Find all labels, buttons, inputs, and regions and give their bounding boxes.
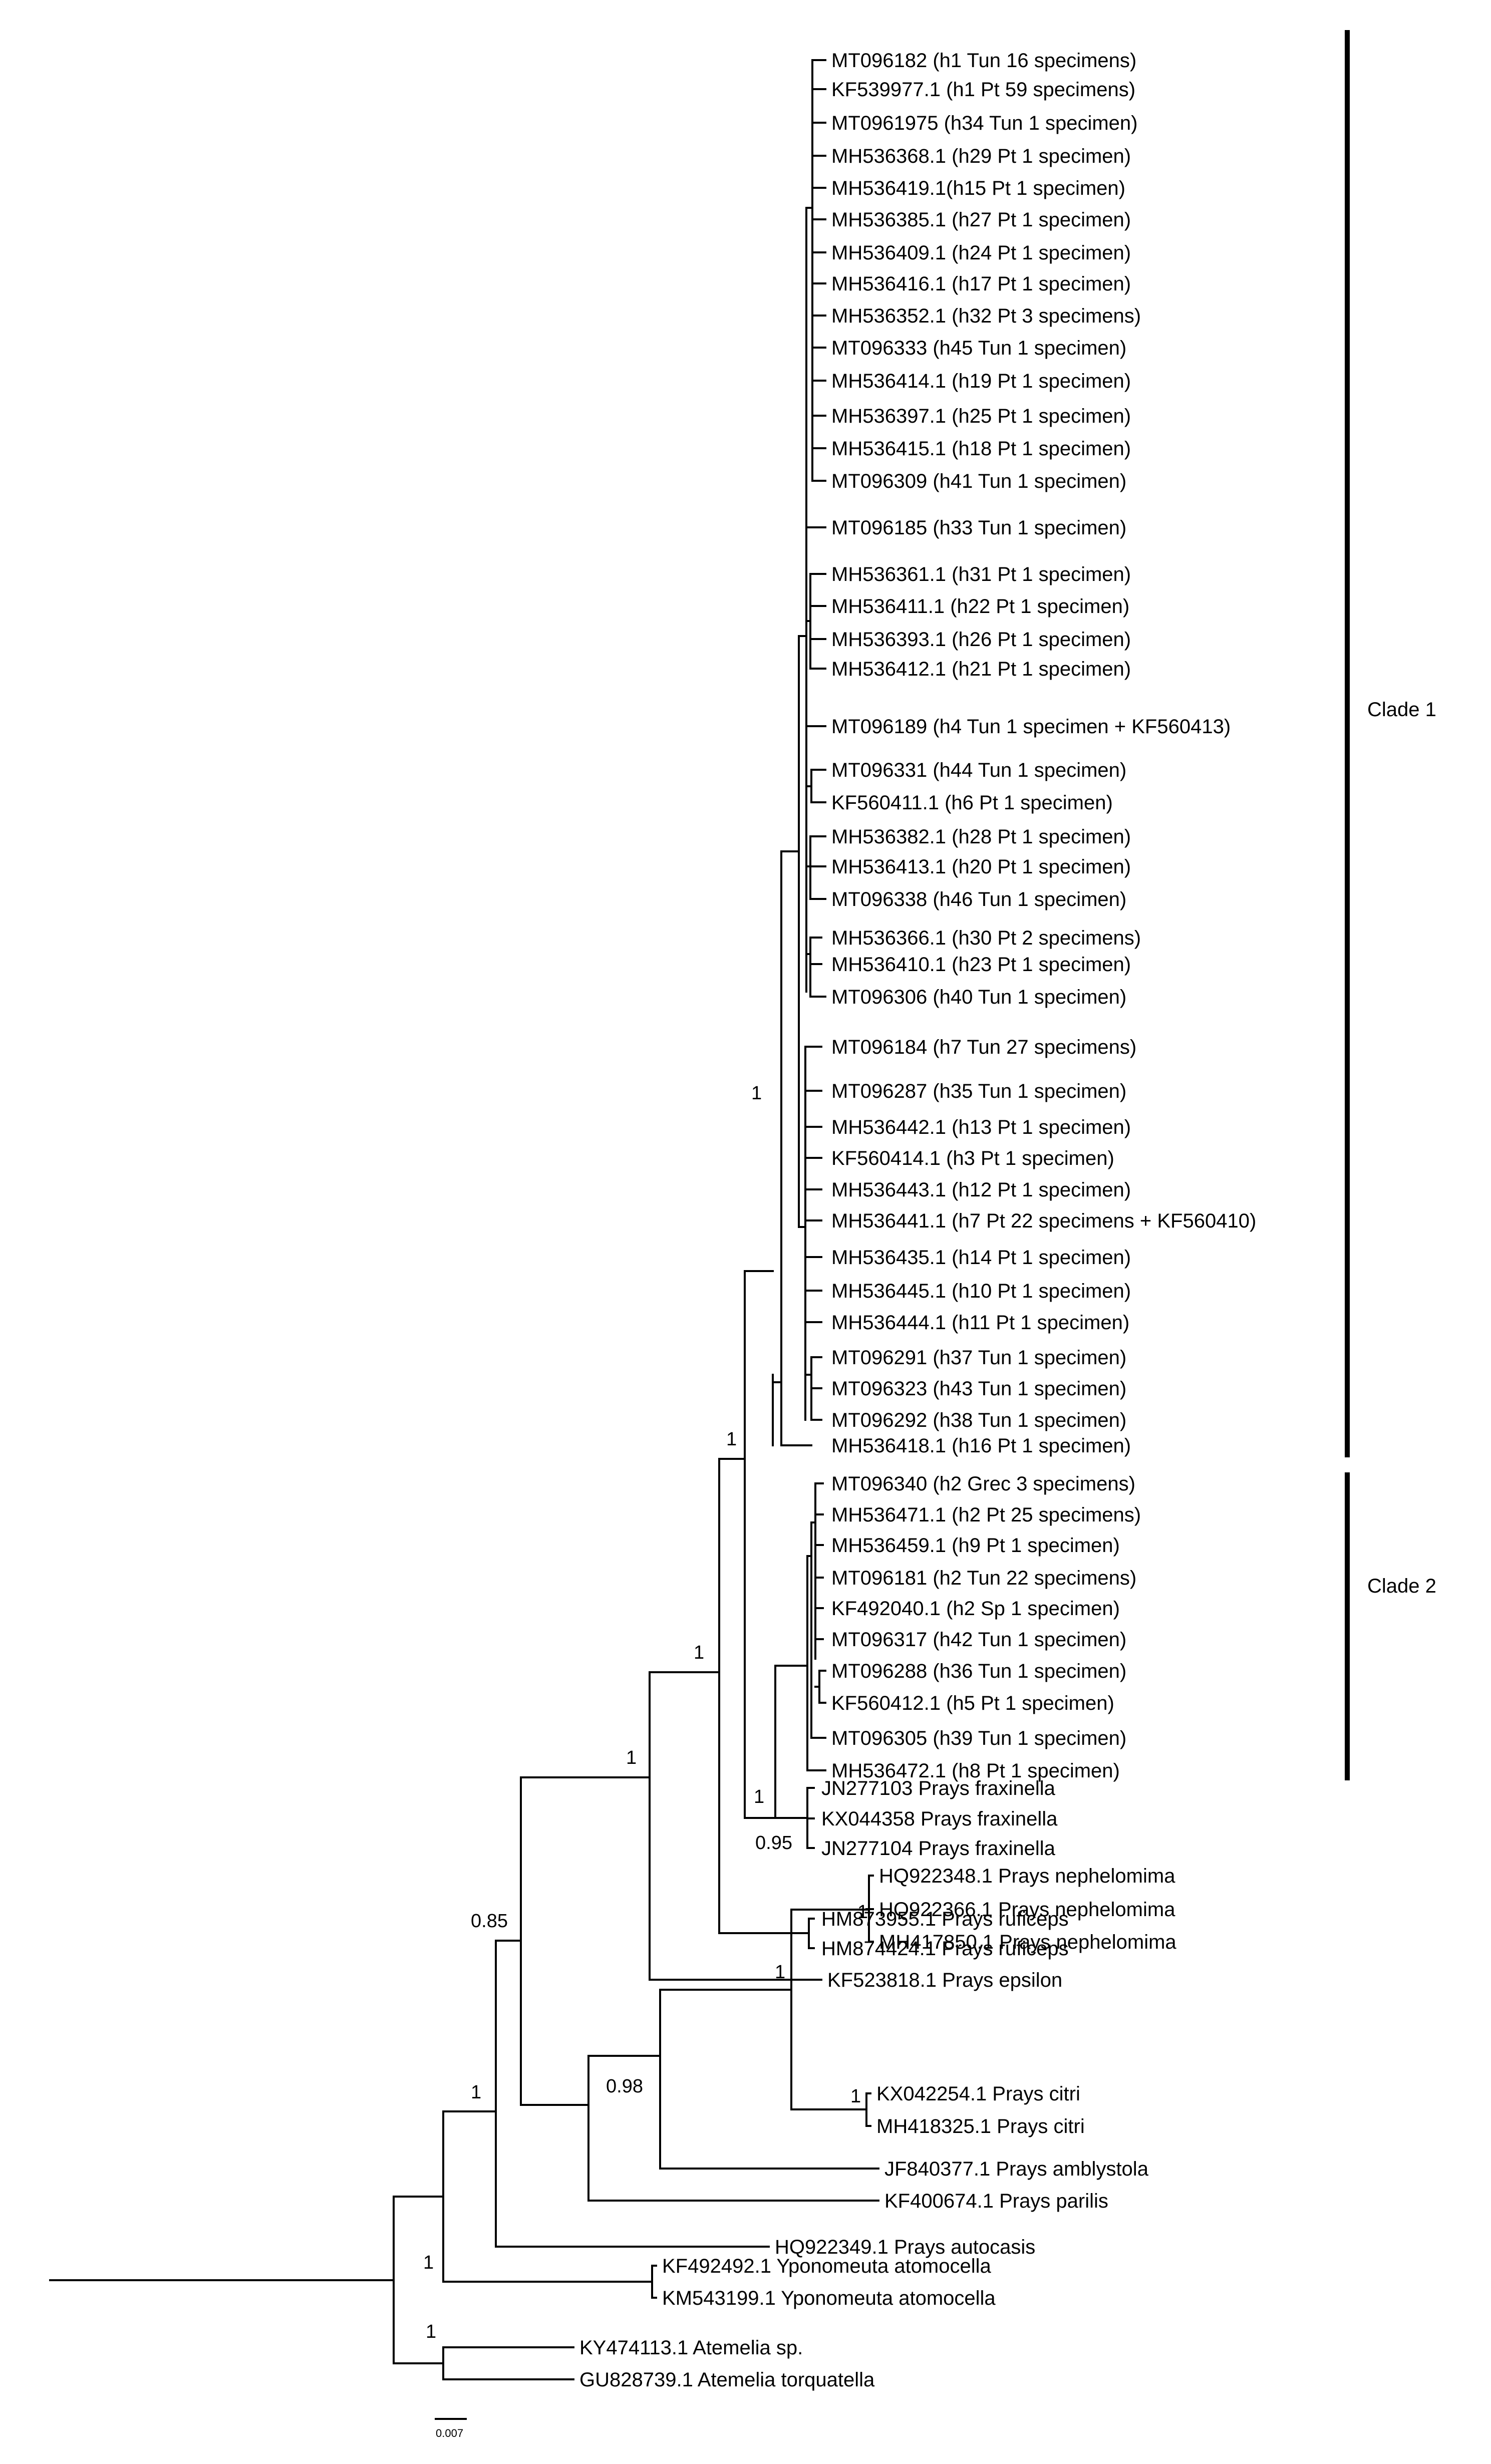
leaf-label: MH536385.1 (h27 Pt 1 specimen): [831, 209, 1131, 231]
leaf-label: MH536410.1 (h23 Pt 1 specimen): [831, 954, 1131, 976]
leaf-label: MH418325.1 Prays citri: [876, 2115, 1085, 2137]
clade1-label: Clade 1: [1367, 699, 1436, 721]
support-label: 1: [694, 1642, 704, 1663]
support-label: 1: [726, 1429, 737, 1450]
leaf-label: MT0961975 (h34 Tun 1 specimen): [831, 112, 1137, 134]
support-label: 1: [857, 1902, 868, 1923]
leaf-label: MH417850.1 Prays nephelomima: [879, 1931, 1176, 1953]
leaf-label: KM543199.1 Yponomeuta atomocella: [662, 2287, 996, 2309]
leaf-label: HQ922349.1 Prays autocasis: [775, 2236, 1035, 2258]
leaf-label: MH536361.1 (h31 Pt 1 specimen): [831, 563, 1131, 585]
leaf-label: MH536418.1 (h16 Pt 1 specimen): [831, 1435, 1131, 1457]
leaf-label: MH536419.1(h15 Pt 1 specimen): [831, 177, 1125, 199]
leaf-label: MH536413.1 (h20 Pt 1 specimen): [831, 856, 1131, 878]
leaf-label: MH536366.1 (h30 Pt 2 specimens): [831, 927, 1141, 949]
leaf-label: MH536412.1 (h21 Pt 1 specimen): [831, 658, 1131, 680]
clade-annotations: Clade 1 Clade 2: [1345, 30, 1436, 1780]
support-label: 1: [754, 1786, 764, 1807]
leaf-label: MH536382.1 (h28 Pt 1 specimen): [831, 826, 1131, 848]
leaf-label: GU828739.1 Atemelia torquatella: [579, 2369, 875, 2391]
leaf-label: MT096340 (h2 Grec 3 specimens): [831, 1473, 1135, 1495]
scale-bar-group: 0.007: [435, 2418, 467, 2439]
leaf-label: MH536445.1 (h10 Pt 1 specimen): [831, 1280, 1131, 1302]
leaf-label: MT096288 (h36 Tun 1 specimen): [831, 1660, 1126, 1682]
leaf-label: MT096333 (h45 Tun 1 specimen): [831, 337, 1126, 359]
leaf-label: MT096292 (h38 Tun 1 specimen): [831, 1409, 1126, 1431]
leaf-label: MT096317 (h42 Tun 1 specimen): [831, 1629, 1126, 1651]
support-label: 0.85: [471, 1911, 508, 1932]
leaf-label: MT096184 (h7 Tun 27 specimens): [831, 1036, 1136, 1058]
leaf-label: MT096305 (h39 Tun 1 specimen): [831, 1727, 1126, 1749]
leaf-label: MT096323 (h43 Tun 1 specimen): [831, 1378, 1126, 1400]
leaf-label: JF840377.1 Prays amblystola: [884, 2158, 1149, 2180]
leaf-label: MH536415.1 (h18 Pt 1 specimen): [831, 438, 1131, 460]
leaf-labels: MT096182 (h1 Tun 16 specimens) KF539977.…: [579, 50, 1256, 2391]
leaf-label: MH536441.1 (h7 Pt 22 specimens + KF56041…: [831, 1210, 1256, 1232]
support-label: 1: [423, 2252, 434, 2273]
leaf-label: KF560412.1 (h5 Pt 1 specimen): [831, 1692, 1114, 1714]
leaf-label: MH536416.1 (h17 Pt 1 specimen): [831, 273, 1131, 295]
leaf-label: MT096309 (h41 Tun 1 specimen): [831, 470, 1126, 492]
leaf-label: MH536411.1 (h22 Pt 1 specimen): [831, 595, 1129, 618]
leaf-label: KF560411.1 (h6 Pt 1 specimen): [831, 792, 1113, 814]
leaf-label: MT096291 (h37 Tun 1 specimen): [831, 1347, 1126, 1369]
leaf-label: MH536442.1 (h13 Pt 1 specimen): [831, 1116, 1131, 1138]
leaf-label: MT096181 (h2 Tun 22 specimens): [831, 1567, 1136, 1589]
clade2-label: Clade 2: [1367, 1575, 1436, 1597]
leaf-label: HQ922366.1 Prays nephelomima: [879, 1899, 1175, 1921]
leaf-label: HQ922348.1 Prays nephelomima: [879, 1865, 1175, 1887]
leaf-label: MH536435.1 (h14 Pt 1 specimen): [831, 1247, 1131, 1269]
leaf-label: MH536414.1 (h19 Pt 1 specimen): [831, 370, 1131, 392]
leaf-label: MT096182 (h1 Tun 16 specimens): [831, 50, 1136, 72]
support-label: 0.98: [606, 2076, 643, 2097]
support-label: 1: [471, 2082, 481, 2103]
leaf-label: MT096287 (h35 Tun 1 specimen): [831, 1080, 1126, 1102]
leaf-label: MT096306 (h40 Tun 1 specimen): [831, 986, 1126, 1008]
support-label: 1: [775, 1962, 785, 1983]
leaf-label: KX042254.1 Prays citri: [876, 2083, 1080, 2105]
leaf-label: MH536472.1 (h8 Pt 1 specimen): [831, 1760, 1120, 1782]
leaf-label: HM874424.1 Prays ruficeps: [821, 1938, 1069, 1960]
leaf-label: MH536393.1 (h26 Pt 1 specimen): [831, 629, 1131, 651]
leaf-label: KX044358 Prays fraxinella: [821, 1808, 1058, 1830]
leaf-label: KY474113.1 Atemelia sp.: [579, 2337, 803, 2359]
support-label: 0.95: [755, 1832, 792, 1854]
leaf-label: KF492040.1 (h2 Sp 1 specimen): [831, 1598, 1120, 1620]
leaf-label: MT096338 (h46 Tun 1 specimen): [831, 888, 1126, 910]
leaf-label: KF523818.1 Prays epsilon: [827, 1969, 1062, 1991]
leaf-label: MT096331 (h44 Tun 1 specimen): [831, 759, 1126, 781]
support-label: 1: [850, 2086, 861, 2107]
support-label: 1: [751, 1083, 762, 1104]
leaf-label: MT096189 (h4 Tun 1 specimen + KF560413): [831, 716, 1231, 738]
tree-branches: [49, 59, 879, 2380]
leaf-label: KF539977.1 (h1 Pt 59 specimens): [831, 79, 1135, 101]
leaf-label: MH536368.1 (h29 Pt 1 specimen): [831, 145, 1131, 167]
leaf-label: MT096185 (h33 Tun 1 specimen): [831, 517, 1126, 539]
leaf-label: MH536443.1 (h12 Pt 1 specimen): [831, 1179, 1131, 1201]
support-label: 1: [626, 1747, 637, 1768]
leaf-label: KF560414.1 (h3 Pt 1 specimen): [831, 1147, 1114, 1169]
scale-bar-label: 0.007: [436, 2427, 463, 2439]
leaf-label: KF492492.1 Yponomeuta atomocella: [662, 2255, 992, 2277]
leaf-label: HM873955.1 Prays ruficeps: [821, 1908, 1069, 1930]
leaf-label: MH536444.1 (h11 Pt 1 specimen): [831, 1312, 1129, 1334]
support-values: 1 1 1 1 0.95 1 0.85 1 1 1 0.98 1 1 1: [423, 1083, 868, 2342]
leaf-label: JN277104 Prays fraxinella: [821, 1837, 1056, 1860]
leaf-label: JN277103 Prays fraxinella: [821, 1777, 1056, 1799]
leaf-label: KF400674.1 Prays parilis: [884, 2190, 1108, 2212]
leaf-label: MH536397.1 (h25 Pt 1 specimen): [831, 405, 1131, 427]
leaf-label: MH536459.1 (h9 Pt 1 specimen): [831, 1534, 1120, 1557]
support-label: 1: [426, 2321, 436, 2342]
leaf-label: MH536471.1 (h2 Pt 25 specimens): [831, 1504, 1141, 1526]
leaf-label: MH536352.1 (h32 Pt 3 specimens): [831, 305, 1141, 327]
leaf-label: MH536409.1 (h24 Pt 1 specimen): [831, 242, 1131, 264]
